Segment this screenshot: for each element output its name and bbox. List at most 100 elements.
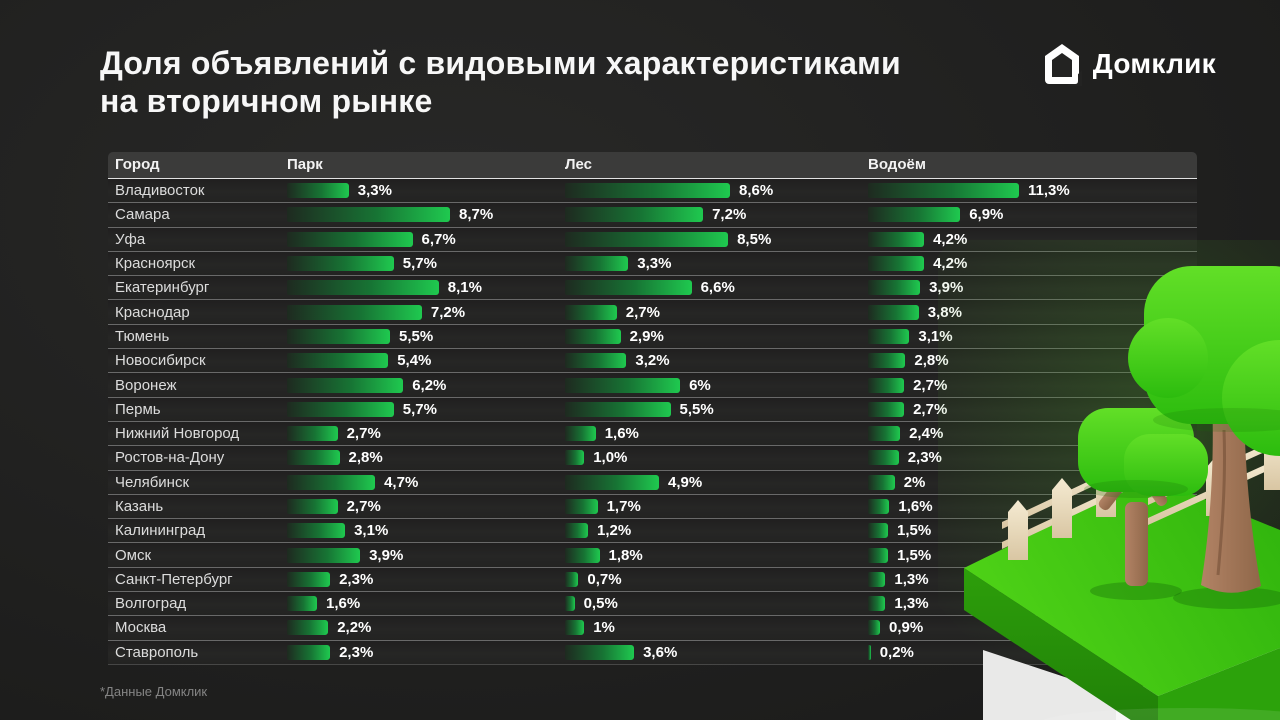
park-bar bbox=[287, 183, 349, 199]
park-value-label: 3,9% bbox=[369, 546, 404, 564]
big-tree bbox=[1128, 266, 1280, 593]
forest-value-label: 5,5% bbox=[679, 400, 714, 418]
water-value-label: 1,5% bbox=[897, 546, 932, 564]
water-bar bbox=[868, 304, 919, 320]
water-bar bbox=[868, 353, 906, 369]
forest-bar bbox=[565, 207, 704, 223]
park-bar bbox=[287, 280, 439, 296]
table-header-row: Город Парк Лес Водоём bbox=[108, 152, 1197, 179]
green-island-illustration bbox=[938, 240, 1280, 720]
park-value-label: 2,8% bbox=[348, 449, 383, 467]
park-bar bbox=[287, 377, 404, 393]
park-value-label: 2,3% bbox=[339, 570, 374, 588]
park-bar bbox=[287, 426, 338, 442]
table-row: Самара 8,7% 7,2% 6,9% bbox=[108, 202, 1197, 227]
forest-value-label: 1% bbox=[593, 619, 615, 637]
forest-cell: 7,2% bbox=[565, 203, 746, 226]
park-value-label: 5,4% bbox=[397, 352, 432, 370]
forest-value-label: 1,7% bbox=[606, 498, 641, 515]
park-bar bbox=[287, 644, 331, 660]
park-bar bbox=[287, 207, 450, 223]
park-value-label: 5,5% bbox=[399, 327, 434, 345]
water-bar bbox=[868, 207, 961, 223]
park-cell: 4,7% bbox=[287, 471, 418, 494]
park-bar bbox=[287, 571, 331, 587]
forest-cell: 0,7% bbox=[565, 568, 622, 591]
forest-value-label: 3,6% bbox=[643, 643, 678, 661]
column-header-water: Водоём bbox=[868, 156, 926, 173]
park-value-label: 3,1% bbox=[354, 522, 389, 540]
city-label: Тюмень bbox=[115, 327, 170, 345]
city-label: Ставрополь bbox=[115, 643, 199, 661]
park-value-label: 8,1% bbox=[447, 279, 482, 297]
park-bar bbox=[287, 231, 413, 247]
water-cell: 2,7% bbox=[868, 373, 947, 396]
park-bar bbox=[287, 353, 389, 369]
city-label: Ростов-на-Дону bbox=[115, 449, 225, 467]
park-value-label: 6,7% bbox=[421, 230, 456, 248]
data-source-note: *Данные Домклик bbox=[100, 684, 208, 699]
water-value-label: 1,3% bbox=[894, 595, 929, 613]
water-bar bbox=[868, 523, 888, 539]
water-cell: 6,9% bbox=[868, 203, 1003, 226]
city-label: Нижний Новгород bbox=[115, 425, 240, 443]
water-bar bbox=[868, 401, 905, 417]
water-cell: 11,3% bbox=[868, 179, 1070, 202]
park-bar bbox=[287, 523, 346, 539]
park-value-label: 7,2% bbox=[430, 303, 466, 321]
park-cell: 2,7% bbox=[287, 495, 381, 518]
water-cell: 2,3% bbox=[868, 446, 942, 469]
forest-cell: 4,9% bbox=[565, 471, 702, 494]
city-label: Красноярск bbox=[115, 255, 196, 273]
water-cell: 2,8% bbox=[868, 349, 949, 372]
water-cell: 2,7% bbox=[868, 398, 947, 421]
forest-cell: 3,6% bbox=[565, 641, 677, 664]
city-label: Самара bbox=[115, 206, 170, 224]
city-label: Владивосток bbox=[115, 182, 205, 200]
forest-cell: 8,6% bbox=[565, 179, 773, 202]
city-label: Новосибирск bbox=[115, 352, 206, 370]
city-label: Уфа bbox=[115, 230, 146, 248]
water-cell: 0,9% bbox=[868, 616, 923, 639]
water-bar bbox=[868, 450, 899, 466]
park-cell: 5,4% bbox=[287, 349, 431, 372]
park-value-label: 3,3% bbox=[357, 182, 392, 200]
park-cell: 6,2% bbox=[287, 373, 446, 396]
park-cell: 6,7% bbox=[287, 228, 456, 251]
forest-cell: 3,3% bbox=[565, 252, 672, 275]
forest-cell: 3,2% bbox=[565, 349, 670, 372]
water-value-label: 1,3% bbox=[894, 570, 929, 588]
pedestal-reflection bbox=[1042, 708, 1280, 720]
water-value-label: 11,3% bbox=[1028, 182, 1070, 200]
forest-bar bbox=[565, 620, 585, 636]
water-bar bbox=[868, 571, 886, 587]
water-bar bbox=[868, 231, 925, 247]
forest-value-label: 2,7% bbox=[625, 303, 660, 321]
water-bar bbox=[868, 620, 880, 636]
column-header-city: Город bbox=[115, 156, 160, 173]
park-bar bbox=[287, 499, 338, 514]
park-bar bbox=[287, 474, 376, 490]
park-cell: 3,9% bbox=[287, 543, 403, 566]
water-value-label: 0,9% bbox=[889, 619, 924, 637]
forest-bar bbox=[565, 499, 598, 514]
city-label: Краснодар bbox=[115, 303, 190, 321]
forest-cell: 1,8% bbox=[565, 543, 643, 566]
table-row: Владивосток 3,3% 8,6% 11,3% bbox=[108, 179, 1197, 203]
forest-value-label: 8,6% bbox=[739, 182, 774, 200]
forest-value-label: 1,8% bbox=[608, 546, 643, 564]
water-bar bbox=[868, 596, 886, 612]
water-value-label: 6,9% bbox=[969, 206, 1004, 224]
water-cell: 2% bbox=[868, 471, 925, 494]
park-bar bbox=[287, 256, 394, 272]
page-title-line1: Доля объявлений с видовыми характеристик… bbox=[100, 45, 901, 81]
forest-value-label: 1,6% bbox=[604, 425, 639, 443]
city-label: Казань bbox=[115, 498, 164, 515]
water-value-label: 1,6% bbox=[898, 498, 933, 515]
forest-bar bbox=[565, 596, 575, 612]
forest-bar bbox=[565, 571, 579, 587]
water-cell: 1,3% bbox=[868, 568, 929, 591]
forest-cell: 2,9% bbox=[565, 325, 664, 348]
city-label: Калининград bbox=[115, 522, 206, 540]
